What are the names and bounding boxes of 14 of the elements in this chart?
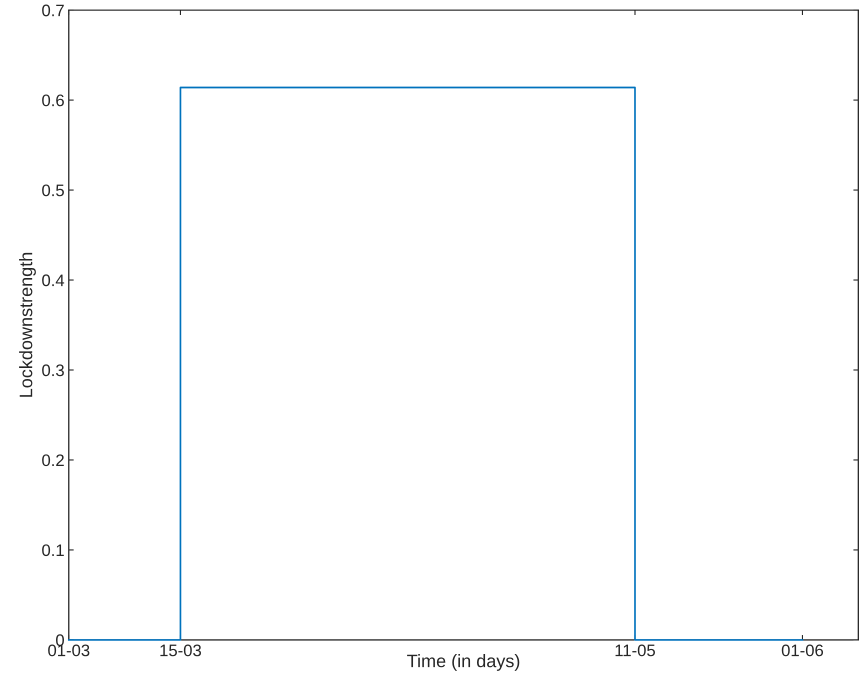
y-tick-label: 0.5 — [42, 184, 64, 196]
y-tick-label: 0 — [56, 634, 64, 646]
x-tick-label: 11-05 — [616, 644, 655, 656]
x-tick-label: 01-03 — [48, 644, 90, 656]
y-tick-label: 0.2 — [42, 454, 64, 466]
y-tick-label: 0.1 — [42, 544, 64, 556]
y-tick-label: 0.6 — [42, 94, 64, 106]
x-axis-title: Time (in days) — [407, 654, 520, 671]
y-axis-title: Lockdownstrength — [19, 252, 36, 397]
y-tick-label: 0.7 — [42, 4, 64, 16]
y-tick-label: 0.4 — [42, 274, 64, 286]
x-tick-label: 01-06 — [782, 644, 824, 656]
x-tick-label: 15-03 — [160, 644, 202, 656]
y-tick-label: 0.3 — [42, 364, 64, 376]
